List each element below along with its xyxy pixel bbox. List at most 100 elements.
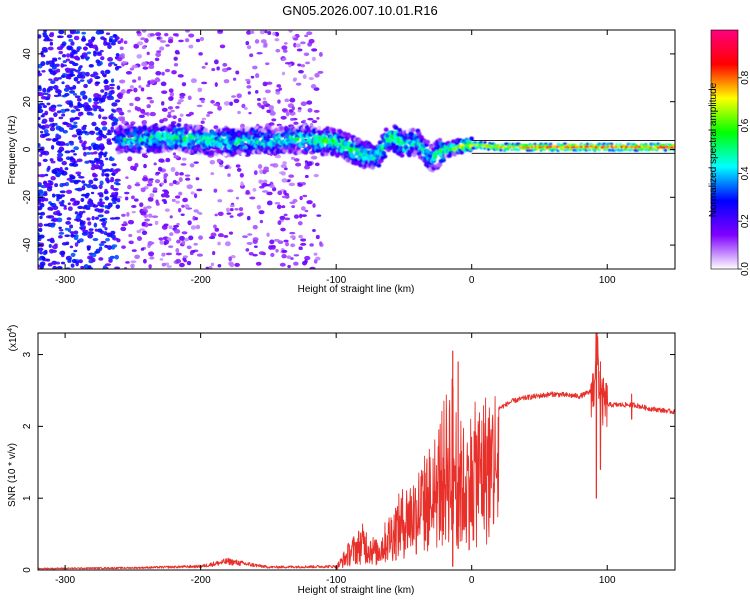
spectrogram-noise-speck: [38, 183, 42, 188]
spectrogram-noise-speck: [111, 121, 115, 127]
spectrogram-noise-speck: [270, 246, 276, 250]
spectrogram-noise-speck: [110, 78, 115, 83]
spectrogram-noise-speck: [68, 86, 74, 91]
spectrogram-noise-speck: [260, 39, 267, 44]
spectrogram-noise-speck: [43, 129, 49, 134]
spectrogram-noise-speck: [65, 241, 70, 246]
spectrogram-noise-speck: [201, 117, 207, 121]
spectrogram-noise-speck: [165, 44, 170, 47]
spectrogram-noise-speck: [64, 167, 69, 171]
spectrogram-noise-speck: [68, 73, 76, 77]
spectrogram-noise-speck: [295, 82, 302, 86]
spectrogram-noise-speck: [88, 64, 94, 68]
spectrogram-noise-speck: [149, 79, 155, 85]
spectrogram-noise-speck: [179, 95, 185, 99]
spectrogram-noise-speck: [64, 67, 71, 72]
spectrogram-signal-cell: [528, 148, 532, 152]
spectrogram-noise-speck: [53, 77, 60, 82]
spectrogram-signal-cell: [505, 142, 509, 146]
colorbar-ticks: 0.0 0.2 0.4 0.6 0.8: [738, 70, 750, 276]
spectrogram-noise-speck: [165, 157, 171, 163]
spectrogram-noise-speck: [193, 209, 199, 213]
spectrogram-noise-speck: [108, 157, 115, 162]
spectrogram-signal-cell: [294, 136, 300, 142]
spectrogram-noise-speck: [245, 189, 250, 195]
spectrogram-noise-speck: [175, 248, 180, 253]
spectrogram-noise-speck: [214, 59, 219, 65]
spectrogram-noise-speck: [156, 36, 161, 40]
spectrogram-noise-speck: [253, 170, 258, 176]
spectrogram-noise-speck: [160, 81, 167, 87]
spectrogram-noise-speck: [56, 198, 60, 202]
spectrogram-noise-speck: [86, 51, 92, 55]
spectrogram-noise-speck: [313, 173, 319, 178]
spectrogram-noise-speck: [115, 53, 120, 57]
spectrogram-noise-speck: [145, 84, 151, 88]
spectrogram-noise-speck: [81, 126, 87, 131]
colorbar-tick-label: 0.6: [740, 118, 750, 132]
spectrogram-noise-speck: [290, 156, 296, 160]
spectrogram-noise-speck: [67, 259, 72, 263]
spectrogram-noise-speck: [59, 190, 66, 194]
spectrogram-noise-speck: [83, 102, 89, 107]
spectrogram-noise-speck: [265, 62, 270, 66]
spectrogram-noise-speck: [209, 159, 216, 165]
spectrogram-noise-speck: [302, 194, 308, 198]
spectrogram-noise-speck: [267, 31, 272, 35]
spectrogram-signal-cell: [425, 148, 431, 154]
spectrogram-noise-speck: [114, 254, 119, 260]
spectrogram-noise-speck: [85, 192, 90, 197]
spectrogram-noise-speck: [65, 142, 70, 147]
spectrogram-noise-speck: [65, 255, 72, 261]
spectrogram-noise-speck: [65, 75, 71, 80]
spectrogram-noise-speck: [131, 210, 136, 214]
spectrogram-noise-speck: [119, 79, 126, 84]
spectrogram-noise-speck: [40, 130, 44, 134]
spectrogram-noise-speck: [196, 253, 204, 257]
spectrogram-noise-speck: [110, 184, 114, 190]
spectrogram-noise-speck: [316, 214, 322, 217]
colorbar-tick-label: 0.2: [740, 214, 750, 228]
spectrogram-noise-speck: [148, 61, 155, 67]
spectrogram-noise-speck: [233, 98, 240, 104]
spectrogram-noise-speck: [223, 101, 230, 106]
spectrogram-noise-speck: [204, 62, 208, 66]
spectrogram-noise-speck: [283, 167, 288, 171]
spectrogram-noise-speck: [44, 124, 50, 129]
spectrogram-noise-speck: [176, 239, 181, 244]
spectrogram-noise-speck: [308, 76, 314, 81]
spectrogram-noise-speck: [164, 194, 170, 198]
spectrogram-noise-speck: [75, 215, 81, 220]
spectrogram-noise-speck: [74, 187, 81, 191]
spectrogram-noise-speck: [142, 177, 149, 182]
spectrogram-noise-speck: [97, 209, 104, 213]
spectrogram-x-tick-label: -300: [55, 275, 75, 286]
spectrogram-noise-speck: [311, 120, 318, 124]
spectrogram-signal-cell: [297, 150, 302, 155]
spectrogram-noise-speck: [39, 173, 46, 178]
spectrogram-noise-speck: [297, 107, 302, 111]
spectrogram-noise-speck: [69, 53, 74, 58]
spectrogram-noise-speck: [86, 183, 92, 189]
spectrogram-noise-speck: [94, 144, 101, 150]
spectrogram-noise-speck: [67, 228, 71, 233]
spectrogram-signal-cell: [410, 127, 416, 133]
spectrogram-noise-speck: [73, 218, 81, 222]
spectrogram-noise-speck: [271, 118, 277, 122]
spectrogram-noise-speck: [108, 38, 113, 43]
spectrogram-noise-speck: [134, 183, 141, 187]
spectrogram-noise-speck: [83, 83, 88, 89]
spectrogram-noise-speck: [47, 180, 52, 183]
spectrogram-noise-speck: [79, 79, 85, 82]
spectrogram-noise-speck: [70, 109, 76, 113]
spectrogram-noise-speck: [75, 171, 82, 175]
spectrogram-noise-speck: [275, 90, 281, 95]
spectrogram-noise-speck: [56, 266, 63, 269]
spectrogram-noise-speck: [110, 89, 115, 95]
spectrogram-signal-cell: [186, 125, 191, 130]
spectrogram-noise-speck: [38, 108, 44, 114]
spectrogram-noise-speck: [49, 126, 56, 132]
spectrogram-noise-speck: [302, 119, 307, 123]
spectrogram-noise-speck: [57, 93, 62, 97]
spectrogram-noise-speck: [80, 197, 85, 203]
